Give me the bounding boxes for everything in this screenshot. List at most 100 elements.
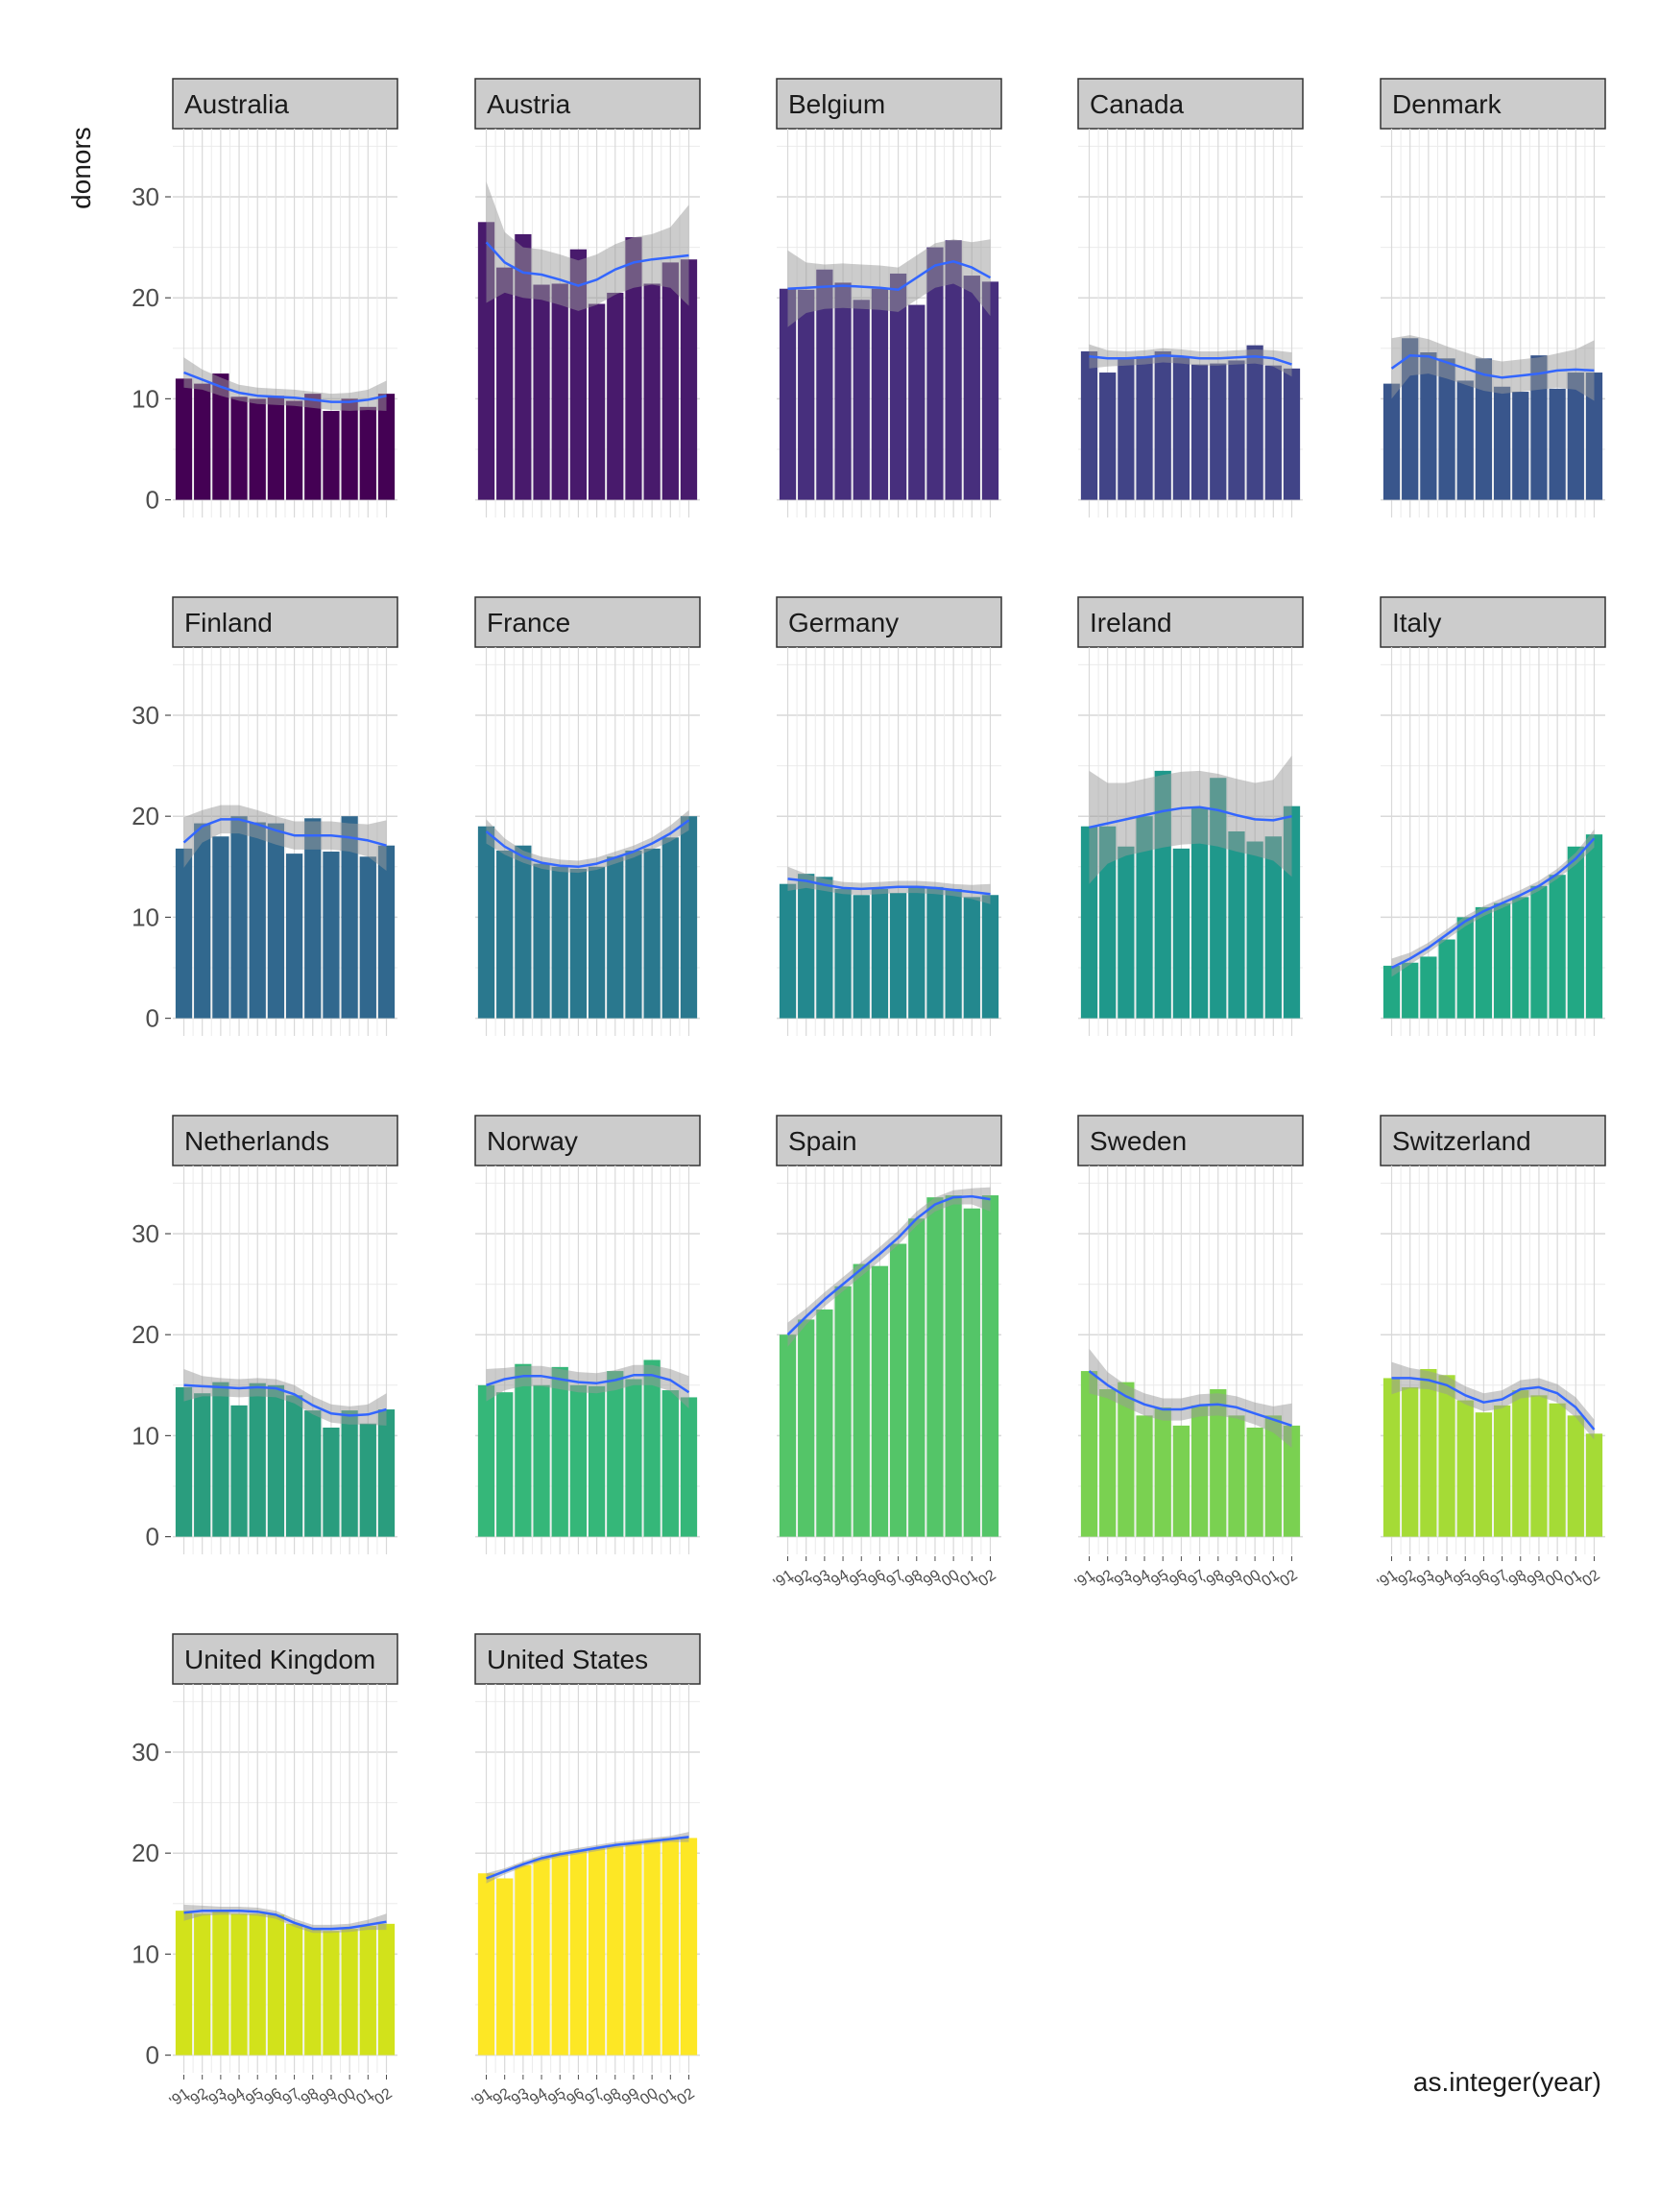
panel-switzerland: Switzerland'91'92'93'94'95'96'97'98'99'0… (1375, 1115, 1606, 1592)
bar (249, 398, 266, 500)
bar (515, 1363, 532, 1537)
bar (1549, 388, 1566, 500)
bar (249, 822, 266, 1019)
y-tick-label: 20 (132, 1839, 159, 1867)
bar (981, 895, 999, 1019)
strip-label: United Kingdom (184, 1645, 375, 1674)
y-tick-label: 30 (132, 182, 159, 211)
bar (680, 816, 698, 1019)
bar (1530, 355, 1548, 500)
bar (908, 885, 926, 1019)
bar (834, 282, 852, 500)
bar (533, 1858, 550, 2056)
bar (1080, 350, 1098, 500)
panel-france: France (474, 596, 701, 1036)
strip-label: Italy (1392, 608, 1441, 637)
bar (1402, 962, 1419, 1019)
smooth-line (182, 818, 387, 847)
bar (175, 1386, 193, 1537)
strip-label: Austria (487, 89, 571, 119)
bar (1475, 906, 1493, 1019)
bar (377, 1923, 396, 2056)
bar (779, 1334, 797, 1537)
bar (1190, 364, 1209, 500)
strip-background (172, 1633, 398, 1685)
bar (175, 378, 193, 500)
bar (889, 273, 907, 500)
bar (1402, 1386, 1419, 1537)
bar (1136, 816, 1153, 1019)
bar (551, 866, 568, 1019)
strip-background (172, 596, 398, 648)
bar (323, 1427, 340, 1537)
bar (533, 1384, 550, 1537)
bar (359, 1423, 376, 1537)
bar (1264, 836, 1282, 1019)
bar (1172, 1425, 1190, 1537)
y-tick-label: 0 (146, 2041, 159, 2070)
bar (1172, 357, 1190, 500)
bar (496, 1878, 514, 2056)
panel-canada: Canada (1077, 78, 1304, 517)
smooth-line (1088, 1370, 1292, 1428)
smooth-line (1089, 353, 1292, 366)
y-tick-label: 30 (132, 1219, 159, 1248)
bar (1420, 1368, 1437, 1537)
bar (323, 852, 340, 1019)
bar (798, 289, 815, 500)
y-axis-title: donors (66, 127, 96, 209)
bar (643, 1359, 661, 1537)
bar (377, 394, 396, 500)
bar (1154, 1407, 1171, 1537)
bar (871, 1265, 889, 1537)
panel-denmark: Denmark (1380, 78, 1606, 517)
bar (569, 1851, 588, 2056)
bar (304, 818, 322, 1019)
bar (779, 288, 797, 500)
bar (496, 1392, 514, 1537)
bar (834, 888, 852, 1019)
bar (1438, 939, 1455, 1019)
bar (588, 866, 606, 1019)
strip-background (474, 1633, 701, 1685)
bar (625, 237, 642, 500)
bar (853, 895, 870, 1019)
bar (1549, 875, 1566, 1019)
strip-label: Netherlands (184, 1126, 329, 1156)
bar (643, 848, 661, 1019)
panel-germany: Germany (776, 596, 1002, 1036)
x-tick-label: '02 (672, 2085, 698, 2110)
smooth-confidence-band (787, 1187, 991, 1347)
bar (1456, 917, 1474, 1019)
bar (607, 1371, 624, 1537)
bar (588, 1385, 606, 1537)
bar (1080, 1371, 1098, 1537)
bar (926, 247, 944, 500)
bar (643, 283, 661, 500)
strip-background (1380, 596, 1606, 648)
bar (1475, 358, 1493, 500)
bar (341, 1410, 358, 1537)
bar (588, 303, 606, 500)
bar (1567, 373, 1584, 500)
bar (661, 262, 679, 500)
bar (1585, 1433, 1603, 1537)
strip-background (1077, 1115, 1304, 1166)
bar (1210, 1389, 1227, 1537)
y-tick-label: 10 (132, 384, 159, 413)
bar (304, 394, 322, 500)
smooth-confidence-band (486, 181, 689, 311)
smooth-line (485, 241, 689, 287)
strip-background (1077, 596, 1304, 648)
smooth-line (485, 819, 690, 869)
bar (341, 816, 358, 1019)
strip-background (1380, 1115, 1606, 1166)
smooth-line (1390, 353, 1595, 379)
bar (212, 1382, 229, 1537)
bar (1283, 1425, 1301, 1537)
strip-label: Canada (1090, 89, 1185, 119)
bar (1228, 1415, 1245, 1537)
bar (1118, 358, 1135, 500)
strip-background (172, 1115, 398, 1166)
